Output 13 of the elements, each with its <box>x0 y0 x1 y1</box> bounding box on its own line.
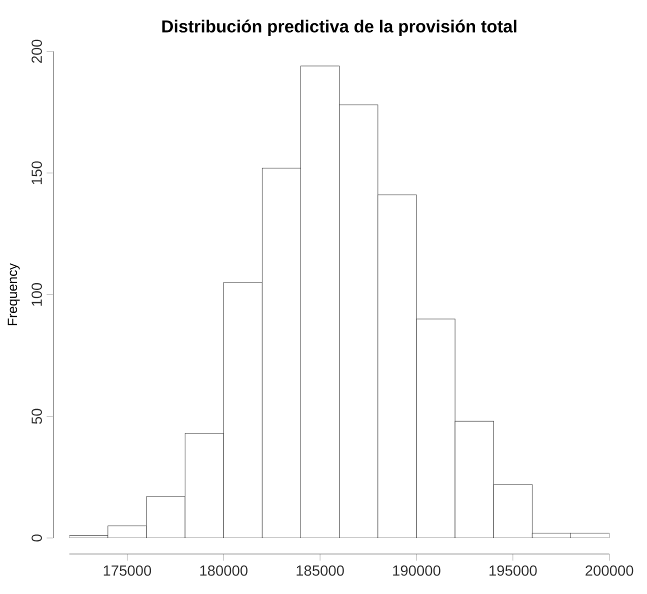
x-tick-label: 175000 <box>104 565 152 576</box>
y-tick-label: 200 <box>32 40 42 63</box>
x-tick-label: 190000 <box>393 565 440 576</box>
y-axis-title: Frequency <box>8 263 20 326</box>
y-tick-label: 50 <box>32 408 42 424</box>
x-tick-label: 195000 <box>490 565 537 576</box>
chart-title: Distribución predictiva de la provisión total <box>162 20 516 36</box>
x-tick-label: 200000 <box>586 565 634 576</box>
x-tick-label: 185000 <box>296 565 344 576</box>
y-tick-label: 0 <box>32 534 42 542</box>
x-tick-label: 180000 <box>200 565 248 576</box>
y-tick-label: 100 <box>32 283 42 306</box>
y-tick-label: 150 <box>32 161 42 184</box>
